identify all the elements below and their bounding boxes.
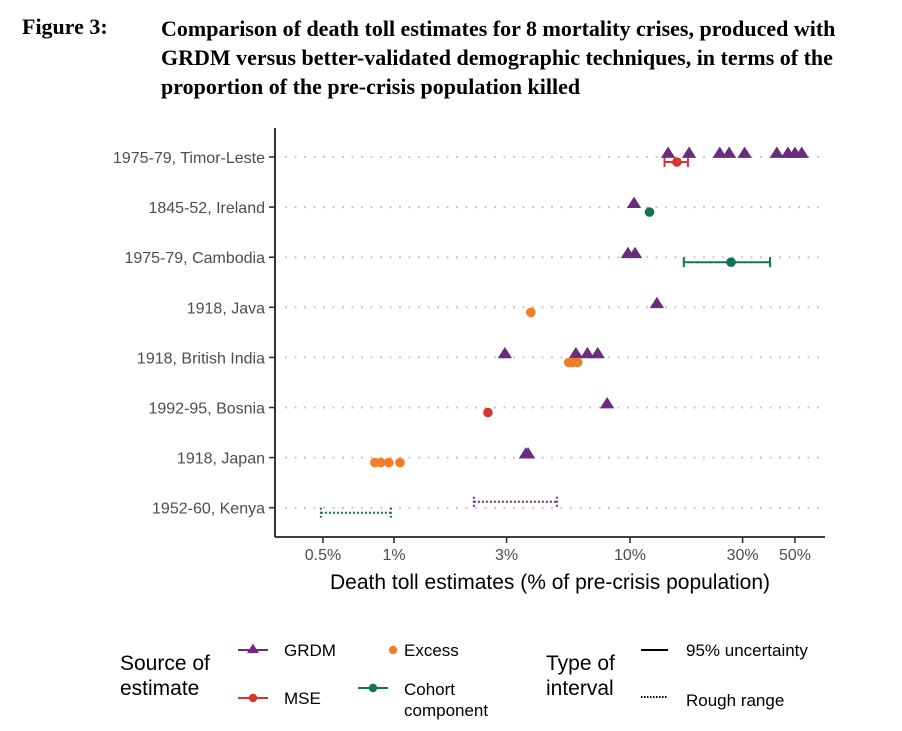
legend-interval: Type of interval 95% uncertainty Rough ra… [546, 641, 808, 710]
legend-label: Rough range [686, 691, 784, 710]
point-grdm [626, 196, 642, 208]
point-grdm [681, 146, 697, 158]
legend-interval-title-line1: Type of [546, 652, 615, 675]
point-grdm [580, 346, 595, 359]
y-tick-label: 1918, British India [137, 350, 265, 367]
legend-label: GRDM [284, 641, 336, 660]
legend-label: MSE [284, 689, 321, 708]
legend-key-circle [388, 645, 398, 655]
legend-source-title-line1: Source of [120, 652, 210, 675]
axes [274, 128, 825, 538]
gridlines [285, 156, 825, 509]
y-tick-label: 1975-79, Cambodia [124, 250, 265, 267]
point-grdm [737, 146, 752, 158]
y-ticks: 1975-79, Timor-Leste 1845-52, Ireland 1975… [113, 150, 275, 518]
y-tick-label: 1952-60, Kenya [152, 501, 265, 518]
x-axis-title: Death toll estimates (% of pre-crisis po… [330, 571, 770, 594]
legend-label: Cohort [404, 680, 455, 699]
point-excess [572, 357, 583, 368]
x-ticks: 0.5% 1% 3% 10% 30% 50% [305, 537, 811, 564]
point-cohort [644, 207, 655, 217]
point-grdm [660, 146, 676, 158]
y-tick-label: 1918, Japan [177, 451, 265, 468]
x-tick-label: 3% [495, 547, 518, 564]
legend-label: 95% uncertainty [686, 641, 808, 660]
point-excess [383, 457, 394, 468]
legend-key-triangle [246, 643, 260, 654]
point-grdm [520, 447, 536, 459]
y-tick-label: 1975-79, Timor-Leste [113, 150, 265, 167]
point-grdm [627, 246, 643, 259]
legend-source-title-line2: estimate [120, 677, 199, 700]
legend-source: Source of estimate GRDM Excess MSE Cohort co… [120, 641, 488, 720]
point-grdm [712, 146, 727, 158]
y-tick-label: 1992-95, Bosnia [148, 401, 265, 418]
point-grdm [769, 146, 784, 158]
point-excess [376, 457, 386, 468]
point-mse [483, 407, 493, 418]
point-grdm [568, 346, 584, 359]
point-grdm [721, 146, 737, 158]
point-grdm [649, 296, 665, 309]
point-grdm [497, 346, 513, 359]
point-excess [526, 307, 536, 318]
legend-key-circle [248, 693, 258, 703]
point-mse [672, 157, 682, 167]
point-grdm [599, 397, 615, 409]
y-tick-label: 1918, Java [187, 300, 265, 317]
x-tick-label: 50% [779, 547, 811, 564]
point-cohort [726, 257, 736, 268]
legend-label: Excess [404, 641, 459, 660]
figure-label: Figure 3: [22, 14, 108, 39]
legend-label: component [404, 701, 488, 720]
data-marks [319, 146, 809, 518]
point-grdm [794, 146, 809, 158]
y-tick-label: 1845-52, Ireland [148, 200, 265, 217]
figure-title: Comparison of death toll estimates for 8… [161, 16, 836, 99]
x-tick-label: 30% [727, 547, 759, 564]
legend-key-circle [368, 683, 378, 693]
legend-interval-title-line2: interval [546, 677, 614, 700]
point-grdm [590, 346, 605, 359]
x-tick-label: 1% [382, 547, 405, 564]
point-excess [395, 457, 405, 468]
x-tick-label: 10% [614, 547, 646, 564]
x-tick-label: 0.5% [305, 547, 341, 564]
